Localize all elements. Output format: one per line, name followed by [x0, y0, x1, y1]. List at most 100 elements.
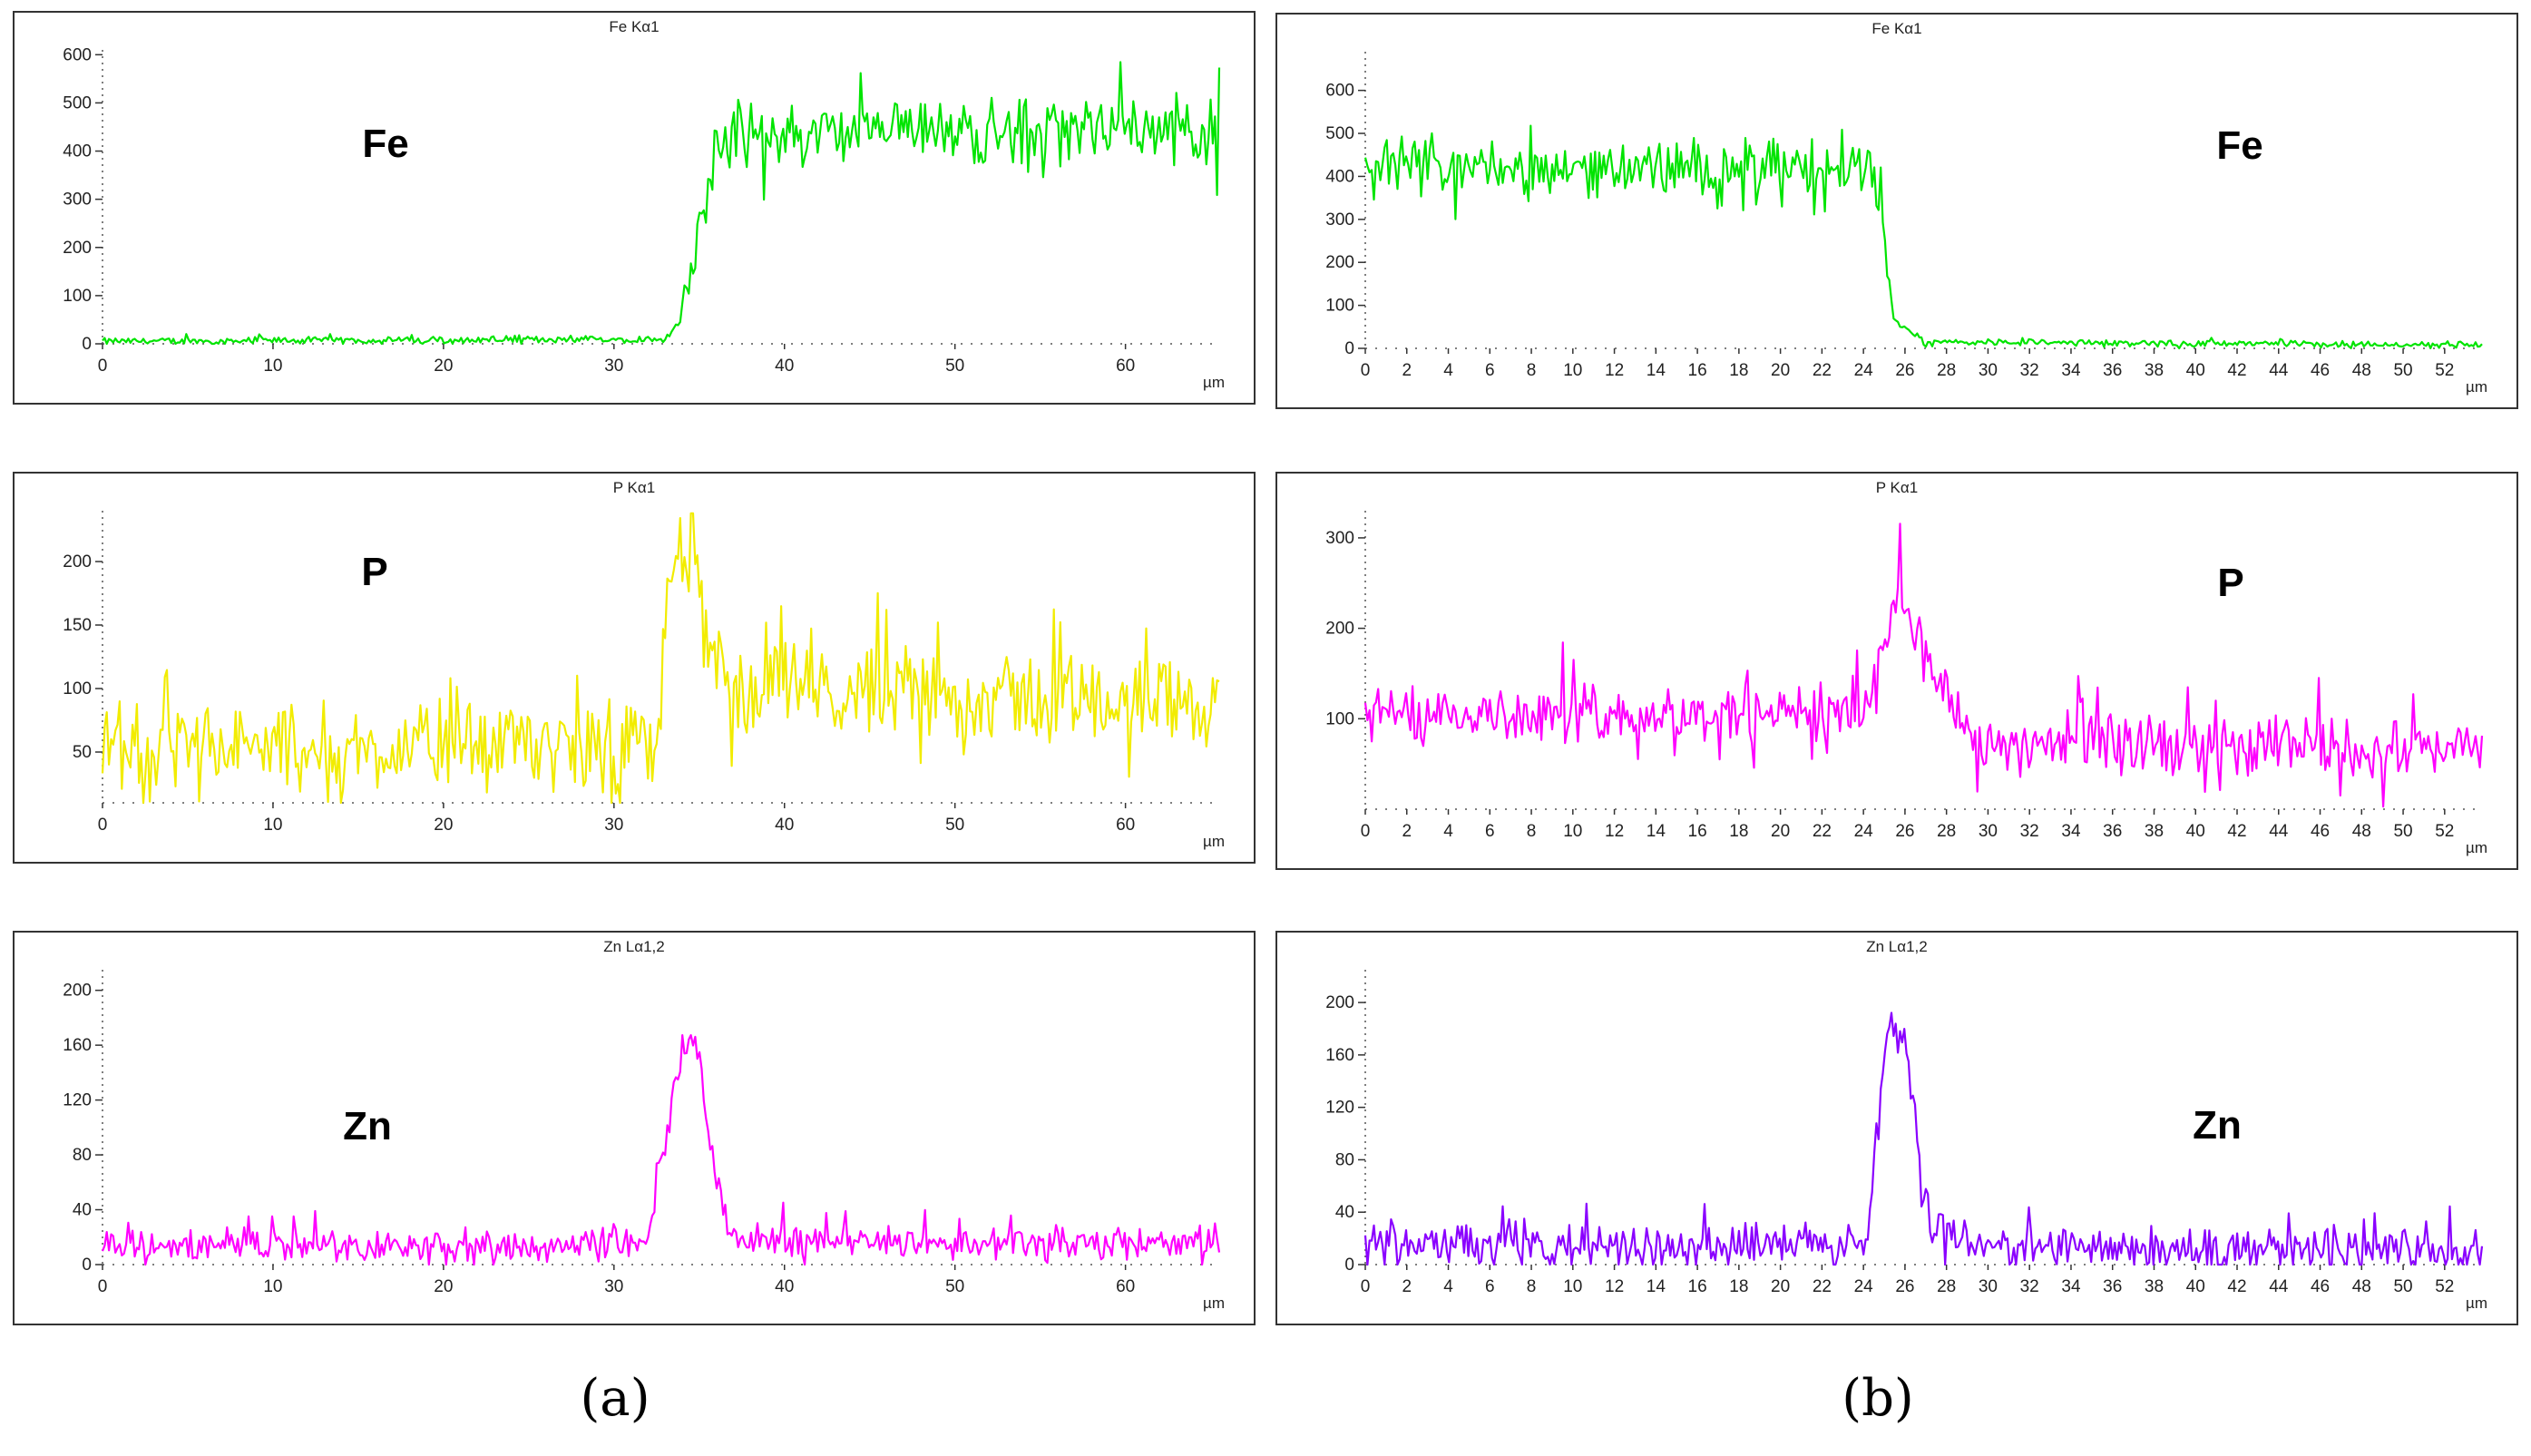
y-tick-label: 300: [1325, 529, 1354, 548]
x-tick-label: 20: [1771, 822, 1790, 841]
x-tick-label: 20: [434, 816, 453, 835]
x-tick-label: 8: [1527, 361, 1537, 380]
series-line: [101, 1033, 1221, 1266]
x-tick-label: 30: [1979, 822, 1998, 841]
panel-label-b: (b): [1842, 1369, 1914, 1428]
x-tick-label: 30: [604, 357, 623, 376]
x-tick-label: 16: [1688, 822, 1707, 841]
x-tick-label: 36: [2103, 1277, 2122, 1296]
x-tick-label: 2: [1402, 1277, 1412, 1296]
x-tick-label: 32: [2020, 1277, 2039, 1296]
series-line: [101, 512, 1220, 805]
x-tick-label: 26: [1895, 822, 1914, 841]
x-tick-label: 12: [1605, 1277, 1624, 1296]
y-tick-label: 0: [82, 1256, 92, 1275]
chart-frame: [13, 472, 1256, 864]
x-tick-label: 28: [1937, 1277, 1956, 1296]
x-tick-label: 18: [1729, 1277, 1748, 1296]
x-tick-label: 22: [1813, 822, 1832, 841]
x-tick-label: 50: [2393, 822, 2412, 841]
x-tick-label: 48: [2352, 361, 2371, 380]
x-tick-label: 16: [1688, 361, 1707, 380]
x-tick-label: 14: [1647, 361, 1666, 380]
chart-title: Zn Lα1,2: [1866, 938, 1927, 955]
y-tick-label: 120: [1325, 1099, 1354, 1118]
x-tick-label: 48: [2352, 822, 2371, 841]
y-tick-label: 40: [73, 1201, 92, 1220]
x-tick-label: 52: [2435, 822, 2454, 841]
x-tick-label: 0: [98, 357, 108, 376]
x-tick-label: 50: [945, 1277, 964, 1296]
x-tick-label: 10: [1563, 822, 1582, 841]
y-tick-label: 600: [1325, 82, 1354, 101]
x-tick-label: 10: [263, 357, 282, 376]
x-tick-label: 60: [1116, 816, 1135, 835]
x-tick-label: 42: [2227, 822, 2246, 841]
y-tick-label: 160: [1325, 1046, 1354, 1065]
x-tick-label: 18: [1729, 361, 1748, 380]
x-tick-label: 0: [1361, 1277, 1371, 1296]
x-tick-label: 30: [1979, 1277, 1998, 1296]
x-tick-label: 38: [2145, 1277, 2164, 1296]
x-axis-unit: µm: [1203, 374, 1225, 391]
x-tick-label: 40: [2186, 361, 2205, 380]
x-tick-label: 40: [775, 816, 794, 835]
x-tick-label: 18: [1729, 822, 1748, 841]
x-tick-label: 2: [1402, 822, 1412, 841]
x-tick-label: 46: [2311, 361, 2330, 380]
x-tick-label: 20: [1771, 361, 1790, 380]
x-tick-label: 36: [2103, 361, 2122, 380]
series-line: [1363, 523, 2484, 808]
y-tick-label: 0: [82, 335, 92, 354]
x-tick-label: 10: [1563, 1277, 1582, 1296]
x-tick-label: 10: [263, 816, 282, 835]
x-tick-label: 0: [98, 1277, 108, 1296]
y-tick-label: 500: [1325, 124, 1354, 143]
x-tick-label: 30: [604, 1277, 623, 1296]
x-tick-label: 12: [1605, 822, 1624, 841]
x-tick-label: 52: [2435, 1277, 2454, 1296]
x-tick-label: 34: [2061, 822, 2081, 841]
x-tick-label: 20: [434, 1277, 453, 1296]
x-tick-label: 6: [1485, 361, 1495, 380]
element-label: Zn: [343, 1104, 392, 1148]
series-line: [1363, 1011, 2484, 1266]
x-tick-label: 22: [1813, 361, 1832, 380]
x-tick-label: 8: [1527, 1277, 1537, 1296]
y-tick-label: 300: [63, 191, 92, 210]
element-label: Fe: [362, 122, 408, 166]
x-tick-label: 42: [2227, 361, 2246, 380]
panel-label-a: (a): [580, 1369, 650, 1428]
x-tick-label: 40: [775, 357, 794, 376]
series-line: [102, 61, 1221, 346]
chart-a-fe: Fe Kα1 0 100 200 300 400 500 600 0 10 20 30 40 50 60 µm…: [13, 11, 1256, 405]
chart-title: Zn Lα1,2: [603, 938, 664, 955]
x-tick-label: 4: [1443, 822, 1453, 841]
x-tick-label: 24: [1854, 822, 1874, 841]
y-tick-label: 80: [73, 1146, 92, 1165]
y-tick-label: 200: [63, 552, 92, 572]
y-tick-label: 0: [1344, 1256, 1354, 1275]
x-tick-label: 20: [434, 357, 453, 376]
chart-title: P Kα1: [613, 479, 655, 496]
x-tick-label: 46: [2311, 1277, 2330, 1296]
x-tick-label: 36: [2103, 822, 2122, 841]
x-tick-label: 20: [1771, 1277, 1790, 1296]
x-axis-unit: µm: [2466, 839, 2487, 856]
x-tick-label: 50: [945, 357, 964, 376]
x-tick-label: 48: [2352, 1277, 2371, 1296]
x-tick-label: 40: [775, 1277, 794, 1296]
x-tick-label: 38: [2145, 822, 2164, 841]
y-tick-label: 160: [63, 1036, 92, 1055]
y-tick-label: 200: [1325, 253, 1354, 272]
y-tick-label: 600: [63, 45, 92, 64]
x-tick-label: 42: [2227, 1277, 2246, 1296]
x-tick-label: 10: [1563, 361, 1582, 380]
x-tick-label: 52: [2435, 361, 2454, 380]
x-axis-unit: µm: [1203, 833, 1225, 850]
x-tick-label: 14: [1647, 1277, 1666, 1296]
x-tick-label: 0: [1361, 361, 1371, 380]
x-tick-label: 6: [1485, 822, 1495, 841]
